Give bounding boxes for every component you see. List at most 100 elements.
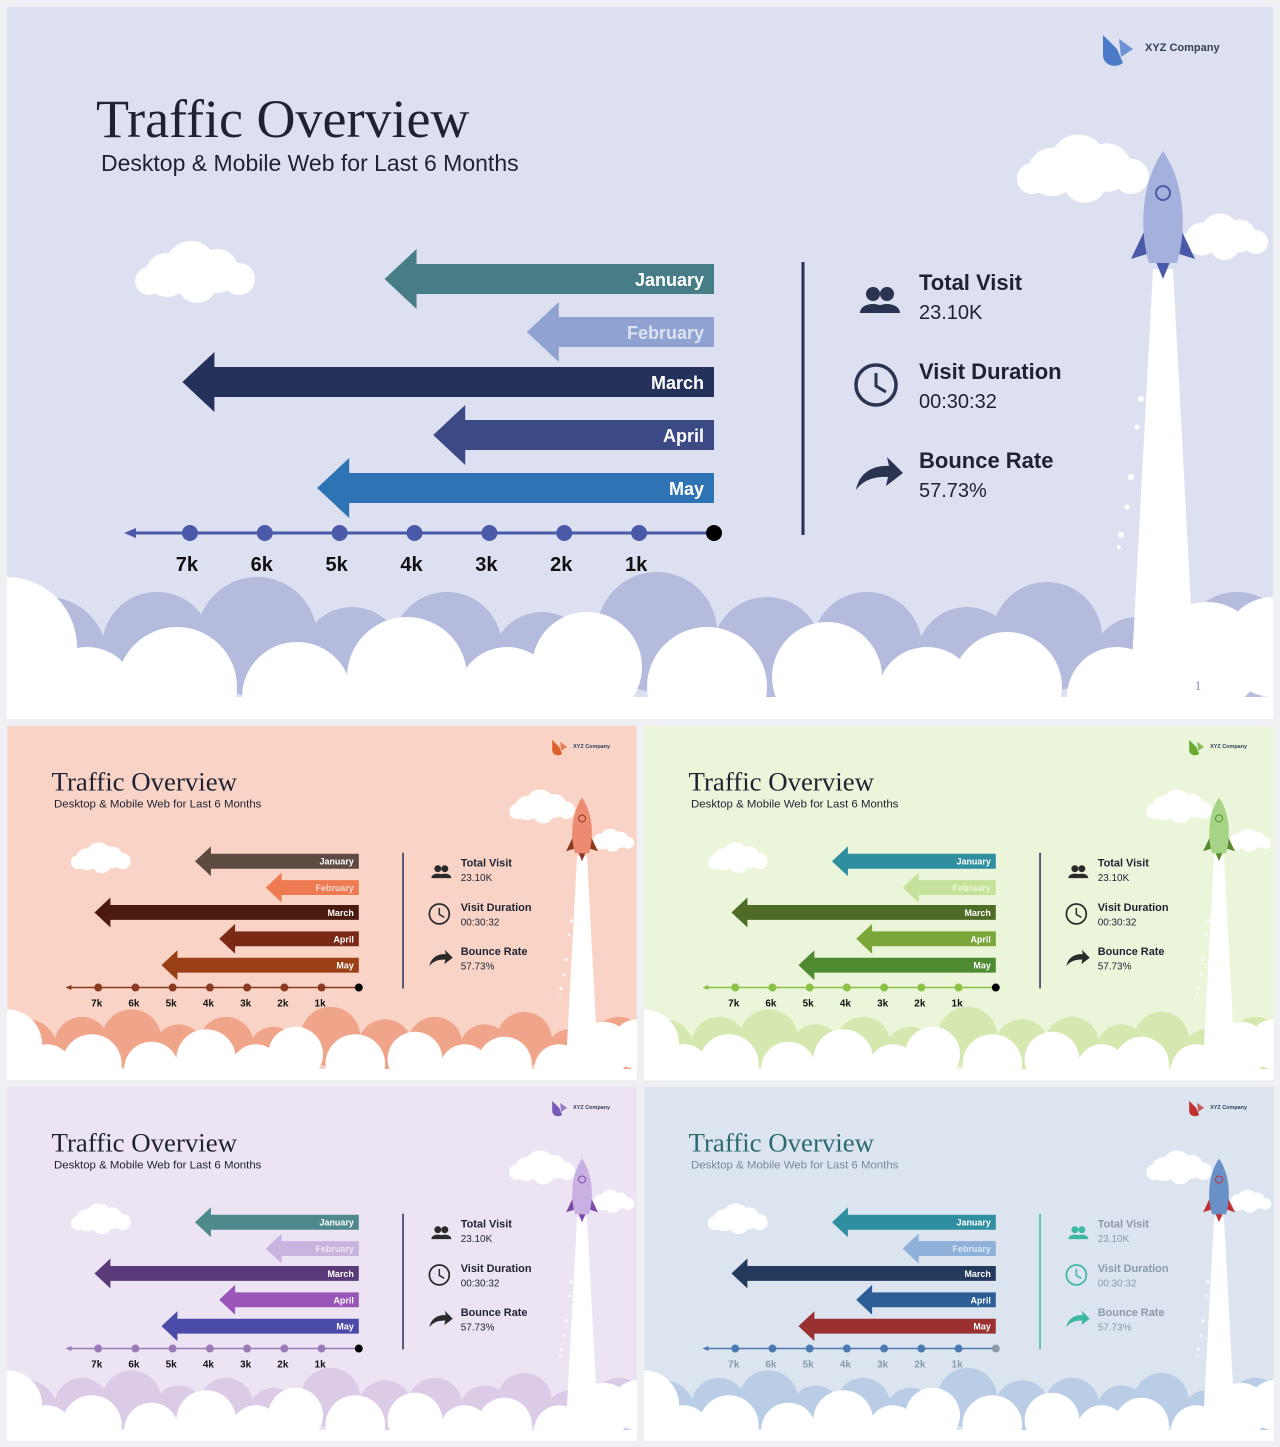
bar-label: May xyxy=(336,1322,353,1332)
small-cloud xyxy=(509,1164,525,1180)
front-cloud xyxy=(325,1034,386,1080)
front-cloud xyxy=(647,627,767,719)
stat-value: 57.73% xyxy=(461,1323,495,1334)
icon-people xyxy=(441,865,449,873)
small-cloud xyxy=(751,853,768,870)
rocket-window xyxy=(1155,185,1171,201)
logo-icon xyxy=(1197,1102,1205,1112)
x-tick-label: 2k xyxy=(914,1359,926,1370)
logo-text: XYZ Company xyxy=(573,1105,610,1111)
logo-icon xyxy=(1189,739,1200,756)
front-cloud xyxy=(61,1395,122,1441)
logo-text: XYZ Company xyxy=(1210,744,1247,750)
bar-label: January xyxy=(320,857,354,867)
front-cloud xyxy=(962,1395,1023,1441)
rocket-fin xyxy=(566,831,576,852)
small-cloud xyxy=(728,1214,749,1235)
arrow-bar xyxy=(219,923,359,954)
stat-value: 57.73% xyxy=(1098,1323,1132,1334)
front-cloud xyxy=(611,1019,637,1070)
logo-icon xyxy=(552,739,563,756)
tick-dot xyxy=(256,525,273,541)
tick-dot xyxy=(280,1344,289,1353)
front-cloud xyxy=(325,1395,386,1441)
small-cloud xyxy=(605,1197,621,1213)
tick-dot xyxy=(94,1344,103,1353)
icon-people xyxy=(880,287,894,301)
x-tick-label: 4k xyxy=(840,998,852,1009)
icon-people xyxy=(1071,865,1079,873)
arrow-bar xyxy=(161,1311,359,1342)
stat-label: Visit Duration xyxy=(919,359,1062,384)
small-cloud xyxy=(751,1214,768,1231)
icon-clock xyxy=(1075,907,1082,919)
rocket-flame xyxy=(1215,852,1223,862)
stat-value: 57.73% xyxy=(461,962,495,973)
icon-people xyxy=(1068,1234,1089,1240)
tick-dot xyxy=(842,983,851,992)
arrow-bar xyxy=(317,458,714,518)
rocket-flame xyxy=(578,852,586,862)
ground xyxy=(644,1430,1274,1441)
front-cloud xyxy=(268,1026,323,1080)
spark xyxy=(1201,1319,1205,1323)
x-tick-label: 6k xyxy=(128,1359,140,1370)
icon-clock xyxy=(874,373,887,394)
stat-label: Total Visit xyxy=(1098,1219,1150,1231)
bar-label: February xyxy=(953,1244,991,1254)
icon-clock xyxy=(1075,1268,1082,1280)
small-cloud xyxy=(1169,1162,1192,1185)
stat-value: 00:30:32 xyxy=(1098,917,1137,928)
front-cloud xyxy=(813,1390,873,1441)
small-cloud xyxy=(557,801,575,819)
rocket-exhaust xyxy=(565,1217,599,1441)
bar-label: January xyxy=(957,857,991,867)
small-cloud xyxy=(707,855,722,870)
bar-label: January xyxy=(957,1218,991,1228)
bar-label: April xyxy=(970,934,990,944)
tick-dot xyxy=(205,1344,214,1353)
icon-people xyxy=(434,865,442,873)
arrow-bar xyxy=(265,1233,359,1264)
icon-arrow xyxy=(429,1310,453,1328)
rocket-exhaust xyxy=(565,856,599,1080)
spark xyxy=(1206,919,1210,923)
small-cloud xyxy=(605,836,621,852)
logo-icon xyxy=(1103,35,1123,66)
chart-subtitle: Desktop & Mobile Web for Last 6 Months xyxy=(691,799,899,811)
spark xyxy=(1117,545,1121,549)
spark xyxy=(567,1294,571,1298)
icon-people xyxy=(431,1234,452,1240)
spark xyxy=(1204,933,1208,937)
bar-label: March xyxy=(964,1269,990,1279)
bar-label: March xyxy=(651,373,704,393)
bar-label: April xyxy=(970,1295,990,1305)
x-tick-label: 7k xyxy=(91,1359,103,1370)
icon-clock xyxy=(438,1268,445,1280)
spark xyxy=(1118,532,1124,538)
small-cloud xyxy=(91,1214,112,1235)
bar-label: February xyxy=(953,883,991,893)
arrow-bar xyxy=(731,1258,996,1289)
x-tick-label: 6k xyxy=(251,554,274,576)
chart-title: Traffic Overview xyxy=(52,1128,238,1158)
icon-clock xyxy=(438,907,445,919)
x-tick-label: 1k xyxy=(315,998,327,1009)
arrow-bar xyxy=(731,897,996,928)
tick-dot xyxy=(731,1344,740,1353)
tick-dot xyxy=(181,525,198,541)
spark xyxy=(559,993,562,996)
rocket-flame xyxy=(1156,262,1170,279)
arrow-bar xyxy=(433,405,714,465)
icon-people xyxy=(431,873,452,879)
spark xyxy=(1138,396,1144,402)
axis-end xyxy=(991,983,1000,992)
spark xyxy=(559,1354,562,1357)
front-cloud xyxy=(905,1026,960,1080)
arrow-bar xyxy=(856,923,996,954)
icon-clock xyxy=(1065,1264,1088,1286)
small-cloud xyxy=(91,853,112,874)
